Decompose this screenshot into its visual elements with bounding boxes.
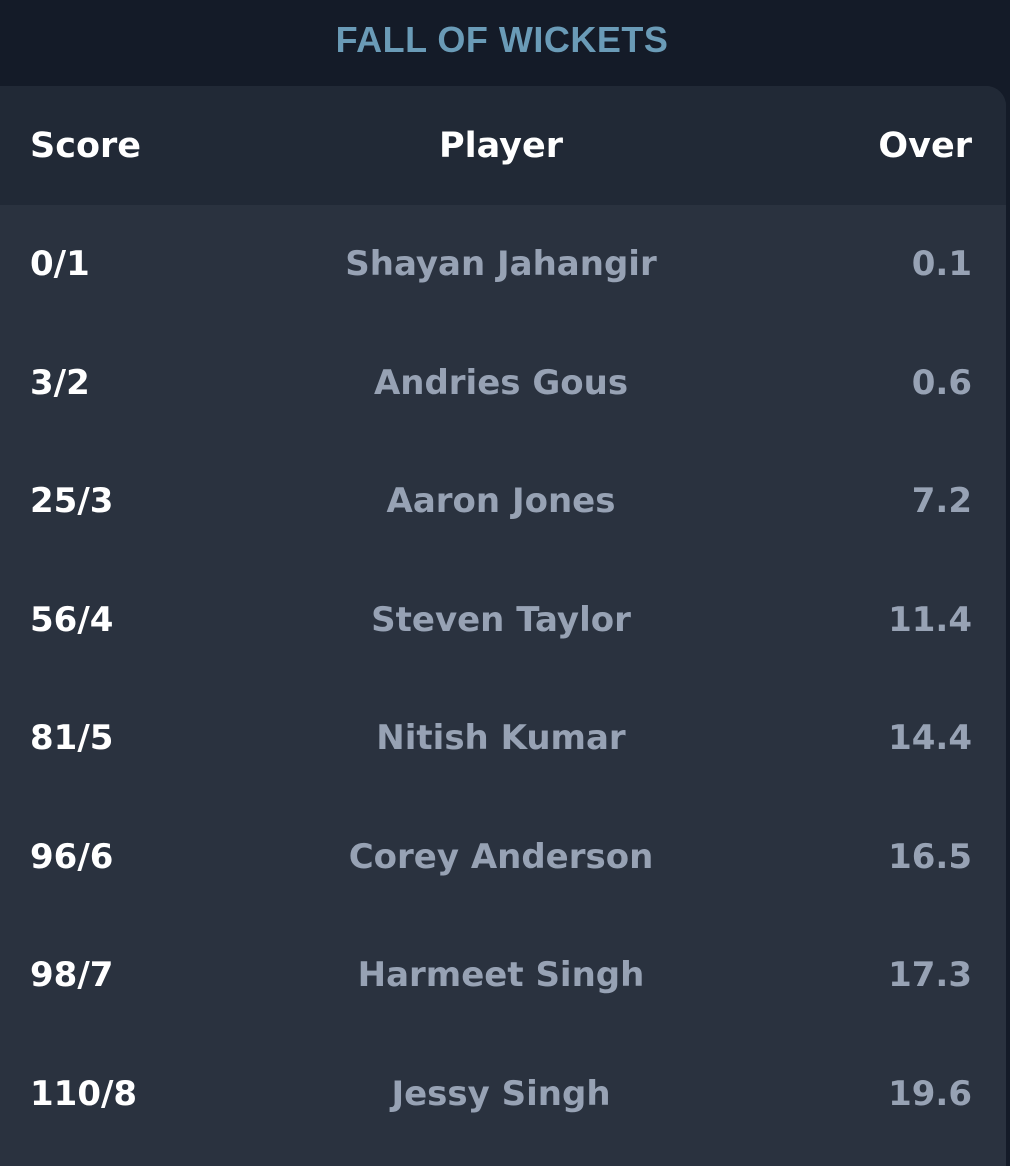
row-score: 56/4	[30, 599, 114, 640]
section-title: FALL OF WICKETS	[335, 19, 669, 60]
row-over: 19.6	[888, 1073, 972, 1114]
row-player: Andries Gous	[373, 362, 629, 403]
table-row: 98/7 Harmeet Singh 17.3	[0, 916, 1006, 1035]
row-player: Harmeet Singh	[357, 955, 645, 996]
row-over: 17.3	[888, 955, 972, 996]
row-score: 110/8	[30, 1073, 138, 1114]
row-player: Steven Taylor	[371, 599, 631, 640]
row-player: Aaron Jones	[386, 481, 616, 522]
row-over: 14.4	[888, 718, 972, 759]
row-over: 0.1	[911, 244, 972, 285]
row-score: 25/3	[30, 481, 114, 522]
row-score: 3/2	[30, 362, 90, 403]
header-score: Score	[30, 125, 141, 166]
table-row: 0/1 Shayan Jahangir 0.1	[0, 205, 1006, 324]
row-over: 16.5	[888, 836, 972, 877]
row-player: Corey Anderson	[348, 836, 654, 877]
table-row: 81/5 Nitish Kumar 14.4	[0, 679, 1006, 798]
header-player: Player	[438, 125, 563, 166]
row-score: 0/1	[30, 244, 90, 285]
table-row: 110/8 Jessy Singh 19.6	[0, 1035, 1006, 1154]
table-row: 56/4 Steven Taylor 11.4	[0, 561, 1006, 680]
table-row: 96/6 Corey Anderson 16.5	[0, 798, 1006, 917]
row-score: 81/5	[30, 718, 114, 759]
row-score: 96/6	[30, 836, 114, 877]
row-player: Nitish Kumar	[376, 718, 626, 759]
row-score: 98/7	[30, 955, 114, 996]
row-over: 11.4	[888, 599, 972, 640]
row-over: 7.2	[911, 481, 972, 522]
fall-of-wickets-table: Score Player Over 0/1 Shayan Jahangir 0.…	[0, 86, 1006, 1166]
header-over: Over	[878, 125, 972, 166]
table-row: 25/3 Aaron Jones 7.2	[0, 442, 1006, 561]
row-player: Shayan Jahangir	[345, 244, 657, 285]
table-header: Score Player Over	[0, 86, 1006, 205]
row-over: 0.6	[911, 362, 972, 403]
row-player: Jessy Singh	[391, 1073, 611, 1114]
table-row: 3/2 Andries Gous 0.6	[0, 324, 1006, 443]
